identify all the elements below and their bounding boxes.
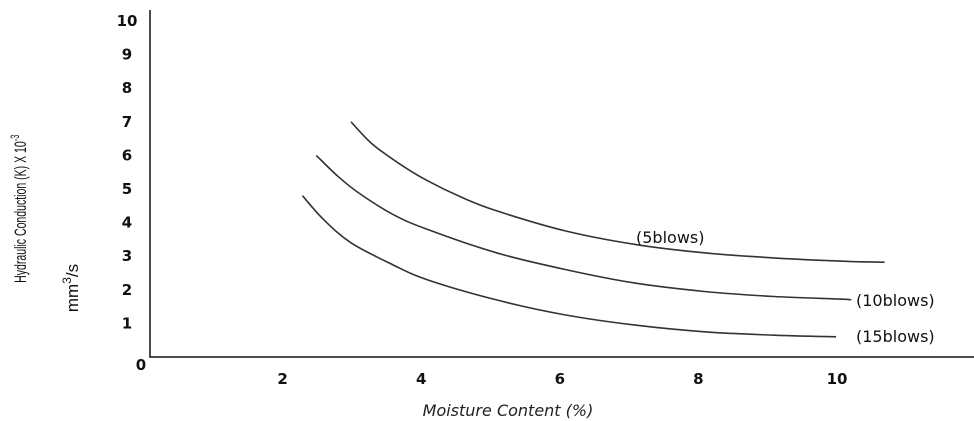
series-line-1 [350, 121, 885, 263]
y-axis-label-line1: Hydraulic Conduction (K) X 10-3 [9, 134, 29, 283]
y-axis-label-text: Hydraulic Conduction (K) X 10 [10, 141, 29, 283]
y-axis-unit-exponent: 3 [60, 277, 74, 284]
series-line-3 [301, 195, 837, 338]
y-axis-ticks: 1 2 3 4 5 6 7 8 9 10 [117, 12, 138, 332]
x-axis-label: Moisture Content (%) [423, 401, 594, 420]
y-tick-label: 10 [117, 12, 138, 30]
axes-frame [149, 10, 974, 358]
series-labels: (5blows) (10blows) (15blows) [636, 228, 935, 346]
y-axis-unit-base: mm [63, 284, 82, 312]
series-label-2: (10blows) [856, 291, 935, 310]
x-tick-label: 2 [277, 370, 287, 388]
series-line-2 [315, 154, 852, 301]
y-tick-label: 1 [122, 314, 132, 332]
series-label-1: (5blows) [636, 228, 704, 247]
y-tick-label: 7 [122, 113, 132, 131]
y-tick-label: 4 [122, 214, 132, 232]
series-label-3: (15blows) [856, 327, 935, 346]
x-tick-label: 10 [827, 370, 848, 388]
svg-text:Hydraulic Conduction (K) X 10: Hydraulic Conduction (K) X 10-3 [9, 134, 29, 283]
x-tick-label: 4 [416, 370, 426, 388]
x-tick-label: 6 [555, 370, 565, 388]
y-axis-label-line2: mm3/s [60, 264, 82, 312]
y-axis-label-exponent: -3 [9, 134, 22, 141]
y-tick-label: 8 [122, 79, 132, 97]
series-curves [301, 121, 885, 338]
y-axis-unit-suffix: /s [63, 264, 82, 277]
y-tick-label: 3 [122, 247, 132, 265]
x-axis-ticks: 0 2 4 6 8 10 [136, 356, 848, 388]
x-tick-label: 0 [136, 356, 146, 374]
y-tick-label: 5 [122, 180, 132, 198]
svg-text:mm3/s: mm3/s [60, 264, 82, 312]
x-tick-label: 8 [693, 370, 703, 388]
y-tick-label: 2 [122, 281, 132, 299]
y-tick-label: 6 [122, 146, 132, 164]
y-tick-label: 9 [122, 46, 132, 64]
